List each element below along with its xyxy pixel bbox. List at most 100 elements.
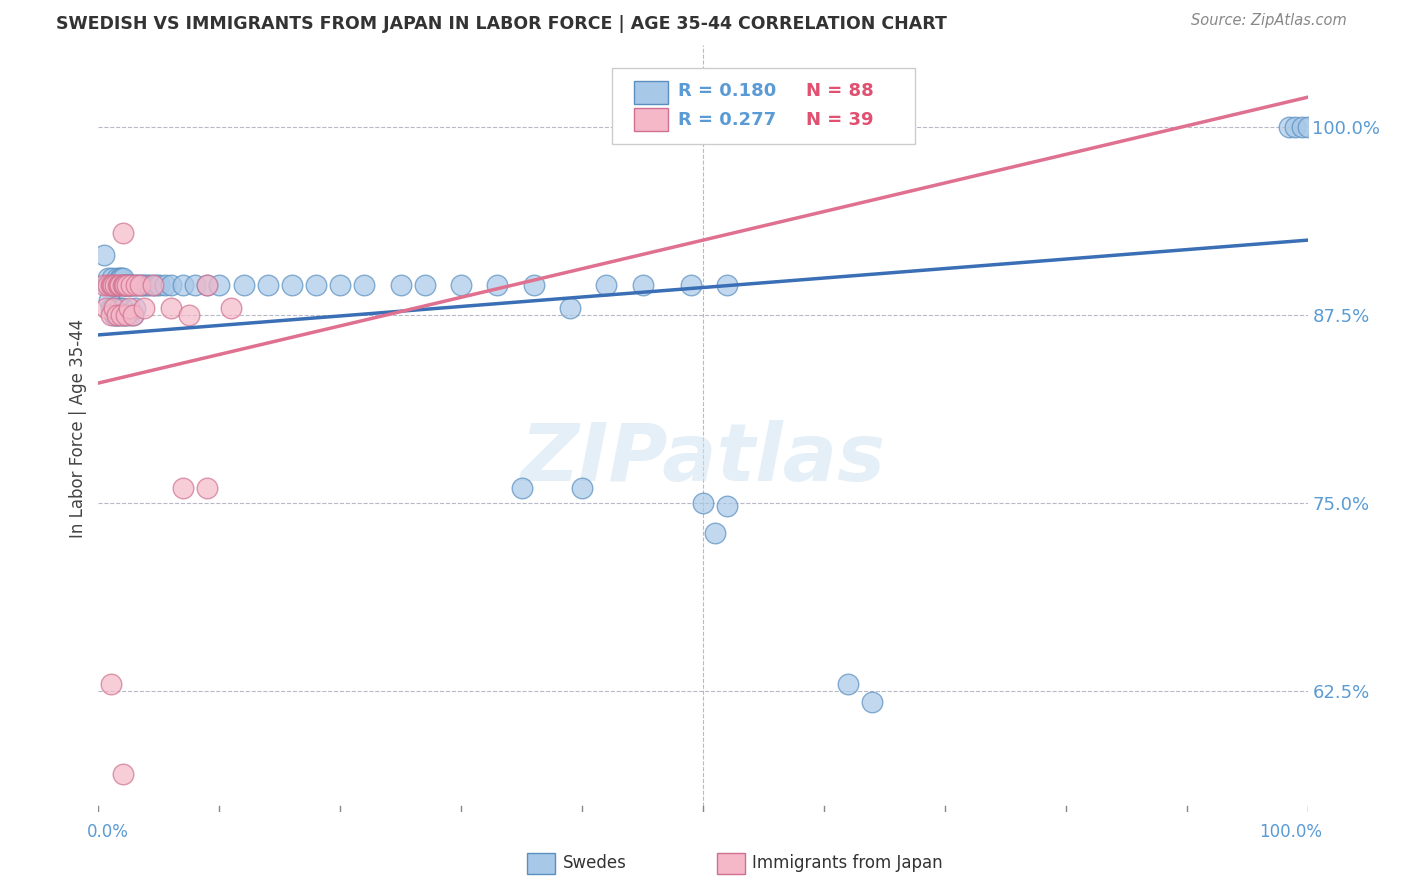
Point [118, 278, 141, 293]
Point [631, 278, 654, 293]
Bar [634, 81, 668, 104]
Point [118, 309, 141, 323]
Point [716, 500, 738, 514]
Point [98, 293, 121, 308]
Point [114, 309, 136, 323]
Point [510, 481, 533, 495]
Point [100, 309, 122, 323]
Point [450, 278, 472, 293]
Point [112, 278, 135, 293]
Point [860, 695, 883, 709]
Point [692, 496, 714, 510]
Point [101, 278, 124, 293]
Text: N = 39: N = 39 [806, 111, 873, 128]
Point [117, 278, 139, 293]
Point [134, 301, 156, 315]
Point [142, 278, 165, 293]
Point [107, 278, 129, 293]
Point [103, 309, 125, 323]
Point [153, 278, 176, 293]
Point [172, 481, 194, 495]
Point [128, 278, 150, 293]
Point [108, 301, 131, 315]
Point [195, 481, 218, 495]
Point [103, 301, 125, 315]
Point [125, 278, 148, 293]
Point [128, 278, 150, 293]
Point [110, 309, 132, 323]
Point [100, 278, 122, 293]
Point [94, 301, 117, 315]
Point [195, 278, 218, 293]
Point [142, 278, 165, 293]
Point [131, 278, 153, 293]
Point [101, 301, 124, 315]
Point [110, 270, 132, 285]
Point [523, 278, 546, 293]
Point [413, 278, 436, 293]
Point [114, 278, 136, 293]
Point [112, 278, 135, 293]
Point [100, 301, 122, 315]
Point [558, 301, 581, 315]
Text: N = 88: N = 88 [806, 82, 873, 101]
Point [108, 270, 131, 285]
Point [135, 278, 157, 293]
Point [101, 278, 124, 293]
Point [104, 278, 127, 293]
Point [111, 767, 134, 781]
Point [716, 278, 738, 293]
Point [221, 301, 243, 315]
Point [595, 278, 617, 293]
Point [118, 301, 141, 315]
Text: R = 0.277: R = 0.277 [678, 111, 776, 128]
Point [1278, 120, 1301, 135]
Point [195, 278, 218, 293]
Point [93, 248, 115, 262]
Point [120, 278, 142, 293]
Point [120, 278, 142, 293]
Text: 100.0%: 100.0% [1258, 822, 1322, 840]
Point [117, 278, 139, 293]
Point [96, 278, 118, 293]
Point [107, 309, 129, 323]
Point [353, 278, 375, 293]
Point [281, 278, 304, 293]
Text: R = 0.180: R = 0.180 [678, 82, 776, 101]
Point [111, 301, 134, 315]
Point [172, 278, 194, 293]
Point [179, 309, 201, 323]
Point [208, 278, 231, 293]
Point [160, 278, 183, 293]
Point [121, 278, 143, 293]
FancyBboxPatch shape [613, 68, 915, 145]
Text: Swedes: Swedes [562, 855, 626, 872]
Point [97, 270, 120, 285]
Point [571, 481, 593, 495]
Point [100, 278, 122, 293]
Point [110, 309, 132, 323]
Text: ZIPatlas: ZIPatlas [520, 420, 886, 498]
Point [1296, 120, 1319, 135]
Point [97, 278, 120, 293]
Point [103, 278, 125, 293]
Point [115, 278, 138, 293]
Point [138, 278, 160, 293]
Point [148, 278, 170, 293]
Point [145, 278, 167, 293]
Point [107, 278, 129, 293]
Point [105, 309, 128, 323]
Point [122, 309, 145, 323]
Point [124, 278, 146, 293]
Point [389, 278, 412, 293]
Point [679, 278, 702, 293]
Point [486, 278, 509, 293]
Point [111, 278, 134, 293]
Point [127, 278, 149, 293]
Point [105, 278, 128, 293]
Point [104, 278, 127, 293]
Point [115, 309, 138, 323]
Point [329, 278, 352, 293]
Y-axis label: In Labor Force | Age 35-44: In Labor Force | Age 35-44 [69, 318, 87, 538]
Point [114, 278, 136, 293]
